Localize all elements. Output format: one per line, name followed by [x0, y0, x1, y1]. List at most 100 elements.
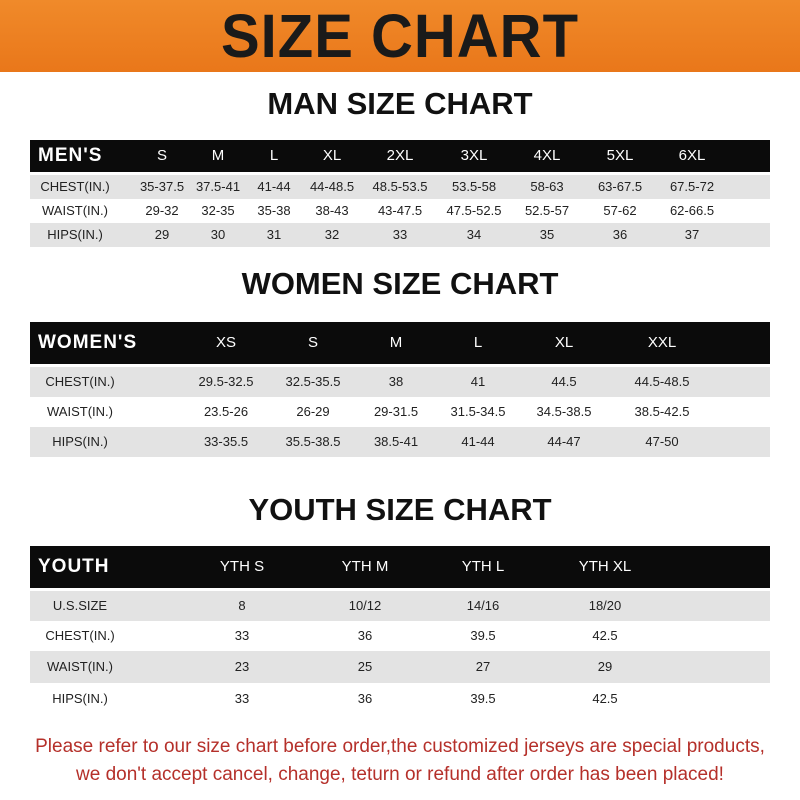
row-label: CHEST(IN.): [45, 628, 115, 643]
table-cell: 58-63: [530, 179, 564, 194]
row-label: CHEST(IN.): [40, 179, 110, 194]
header-row: WOMEN'S XS S M L XL XXL: [30, 322, 770, 364]
table-cell: 44-48.5: [309, 179, 355, 194]
column-header: 5XL: [606, 147, 634, 164]
table-cell: 47-50: [645, 434, 679, 449]
table-cell: 44.5-48.5: [634, 374, 690, 389]
row-label: WAIST(IN.): [47, 659, 113, 674]
table-cell: 25: [357, 659, 373, 674]
notice-line-2: we don't accept cancel, change, teturn o…: [76, 764, 724, 785]
table-row: WAIST(IN.) 29-32 32-35 35-38 38-43 43-47.5 47.…: [30, 199, 770, 223]
column-header: 3XL: [460, 147, 488, 164]
column-header: XS: [215, 334, 237, 351]
table-cell: 37: [684, 227, 700, 242]
table-cell: 38.5-42.5: [634, 404, 690, 419]
table-cell: 29-31.5: [373, 404, 419, 419]
table-cell: 44.5: [551, 374, 577, 389]
table-cell: 31: [266, 227, 282, 242]
table-cell: 33: [234, 628, 250, 643]
column-header: 6XL: [678, 147, 706, 164]
table-cell: 41: [470, 374, 486, 389]
table-cell: 33-35.5: [203, 434, 249, 449]
table-cell: 48.5-53.5: [372, 179, 428, 194]
column-header: L: [269, 147, 279, 164]
column-header: L: [473, 334, 483, 351]
table-cell: 42.5: [592, 691, 618, 706]
table-cell: 29: [597, 659, 613, 674]
table-cell: 29.5-32.5: [198, 374, 254, 389]
table-cell: 37.5-41: [195, 179, 241, 194]
women-title: WOMEN SIZE CHART: [241, 266, 559, 301]
table-cell: 27: [475, 659, 491, 674]
men-title: MAN SIZE CHART: [267, 86, 533, 121]
column-header: YTH S: [219, 558, 265, 575]
table-label: MEN'S: [38, 145, 103, 166]
table-cell: 53.5-58: [451, 179, 497, 194]
row-label: CHEST(IN.): [45, 374, 115, 389]
table-cell: 63-67.5: [597, 179, 643, 194]
table-cell: 14/16: [466, 598, 500, 613]
table-row: WAIST(IN.) 23.5-26 26-29 29-31.5 31.5-34.5 34…: [30, 397, 770, 427]
table-cell: 23: [234, 659, 250, 674]
row-label: HIPS(IN.): [52, 691, 108, 706]
table-cell: 29: [154, 227, 170, 242]
youth-size-table: YOUTH YTH S YTH M YTH L YTH XL U.S.SIZE 8 10/12…: [30, 546, 770, 715]
table-cell: 35-38: [257, 203, 291, 218]
table-cell: 8: [238, 598, 246, 613]
table-cell: 23.5-26: [203, 404, 249, 419]
row-label: WAIST(IN.): [42, 203, 108, 218]
table-label: WOMEN'S: [38, 332, 138, 353]
column-header: 4XL: [533, 147, 561, 164]
table-cell: 41-44: [461, 434, 495, 449]
table-cell: 62-66.5: [669, 203, 715, 218]
column-header: M: [389, 334, 403, 351]
table-cell: 38-43: [315, 203, 349, 218]
table-cell: 31.5-34.5: [450, 404, 506, 419]
column-header: YTH L: [461, 558, 505, 575]
row-label: HIPS(IN.): [47, 227, 103, 242]
table-label: YOUTH: [38, 556, 110, 577]
table-cell: 35: [539, 227, 555, 242]
column-header: YTH M: [341, 558, 389, 575]
table-row: HIPS(IN.) 33 36 39.5 42.5: [30, 683, 770, 715]
banner-title: SIZE CHART: [221, 2, 579, 71]
header-row: MEN'S S M L XL 2XL 3XL 4XL 5XL 6XL: [30, 140, 770, 172]
column-header: S: [307, 334, 319, 351]
table-cell: 67.5-72: [669, 179, 715, 194]
row-label: WAIST(IN.): [47, 404, 113, 419]
table-row: CHEST(IN.) 35-37.5 37.5-41 41-44 44-48.5 48.5…: [30, 175, 770, 199]
men-size-table: MEN'S S M L XL 2XL 3XL 4XL 5XL 6XL CHEST(IN.) 35-37…: [30, 140, 770, 247]
table-cell: 47.5-52.5: [446, 203, 502, 218]
table-cell: 32-35: [201, 203, 235, 218]
table-cell: 42.5: [592, 628, 618, 643]
table-cell: 36: [357, 691, 373, 706]
table-cell: 33: [234, 691, 250, 706]
table-cell: 39.5: [470, 691, 496, 706]
table-cell: 26-29: [296, 404, 330, 419]
table-cell: 32.5-35.5: [285, 374, 341, 389]
column-header: YTH XL: [578, 558, 632, 575]
table-cell: 34: [466, 227, 482, 242]
notice-line-1: Please refer to our size chart before or…: [35, 736, 765, 757]
table-cell: 52.5-57: [524, 203, 570, 218]
table-row: CHEST(IN.) 29.5-32.5 32.5-35.5 38 41 44.5 44.5…: [30, 367, 770, 397]
table-cell: 30: [210, 227, 226, 242]
column-header: XXL: [647, 334, 677, 351]
table-cell: 35.5-38.5: [285, 434, 341, 449]
table-row: WAIST(IN.) 23 25 27 29: [30, 651, 770, 683]
table-cell: 10/12: [348, 598, 382, 613]
table-cell: 57-62: [603, 203, 637, 218]
table-cell: 38: [388, 374, 404, 389]
table-cell: 32: [324, 227, 340, 242]
table-row: CHEST(IN.) 33 36 39.5 42.5: [30, 621, 770, 651]
column-header: XL: [322, 147, 342, 164]
column-header: S: [156, 147, 168, 164]
row-label: U.S.SIZE: [52, 598, 108, 613]
table-cell: 43-47.5: [377, 203, 423, 218]
table-cell: 36: [612, 227, 628, 242]
table-cell: 35-37.5: [139, 179, 185, 194]
table-cell: 33: [392, 227, 408, 242]
table-row: HIPS(IN.) 33-35.5 35.5-38.5 38.5-41 41-44 44-…: [30, 427, 770, 457]
table-cell: 39.5: [470, 628, 496, 643]
banner: SIZE CHART: [0, 0, 800, 72]
